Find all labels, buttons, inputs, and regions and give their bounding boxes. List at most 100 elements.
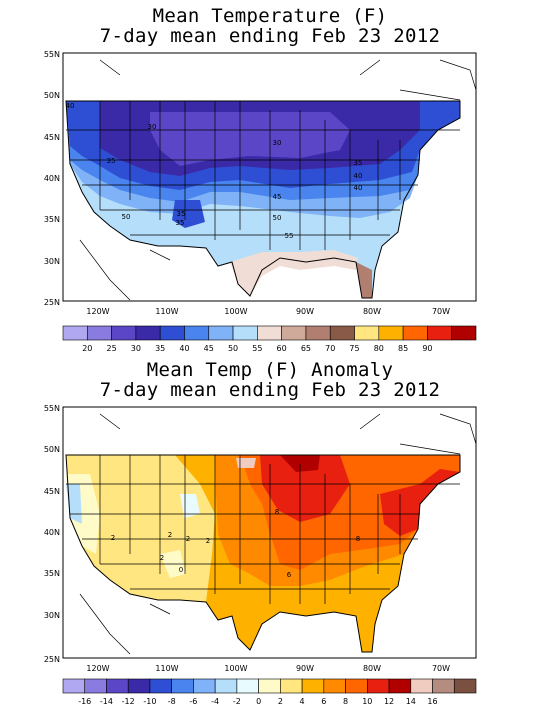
contour-label: 35 <box>177 210 186 218</box>
lat-label: 50N <box>44 91 60 100</box>
colorbar-swatch <box>62 678 86 694</box>
colorbar-swatch <box>432 678 455 694</box>
colorbar-swatch <box>184 325 210 341</box>
colorbar-tick-label: 6 <box>321 697 326 706</box>
lat-label: 55N <box>44 404 60 413</box>
lon-label: 80W <box>363 307 381 316</box>
coastline-lines <box>79 59 477 301</box>
lat-label: 30N <box>44 257 60 266</box>
contour-label: 35 <box>107 157 116 165</box>
colorbar-tick-label: 55 <box>252 344 262 353</box>
contour-label: 2 <box>186 535 190 543</box>
map-title-line1: Mean Temp (F) Anomaly <box>146 359 394 381</box>
contour-label: 55 <box>285 232 294 240</box>
colorbar-tick-label: -2 <box>233 697 241 706</box>
contour-label: 35 <box>176 219 185 227</box>
colorbar-swatch <box>236 678 259 694</box>
colorbar-swatch <box>135 325 161 341</box>
contour-label: 40 <box>354 184 363 192</box>
colorbar-swatch <box>127 678 151 694</box>
contour-labels: 2 2 2 2 0 8 8 6 2 <box>111 508 360 579</box>
colorbar-tick-label: 16 <box>427 697 437 706</box>
colorbar-swatch <box>323 678 346 694</box>
colorbar-tick-label: -16 <box>78 697 91 706</box>
lon-label: 110W <box>155 307 178 316</box>
colorbar-tick-label: 70 <box>325 344 335 353</box>
map-title-line2: 7-day mean ending Feb 23 2012 <box>99 379 441 401</box>
lon-label: 100W <box>224 307 247 316</box>
colorbar-swatch <box>159 325 185 341</box>
lat-label: 45N <box>44 133 60 142</box>
map-title-line1: Mean Temperature (F) <box>152 5 388 27</box>
colorbar-swatch <box>232 325 258 341</box>
contour-label: 2 <box>160 554 164 562</box>
colorbar-tick-label: 14 <box>406 697 416 706</box>
lon-labels: 120W 110W 100W 90W 80W 70W <box>86 664 450 673</box>
lon-label: 80W <box>363 664 381 673</box>
lat-label: 40N <box>44 528 60 537</box>
colorbar-swatch <box>305 325 331 341</box>
colorbar-tick-label: 50 <box>228 344 238 353</box>
colorbar-tick-label: 85 <box>398 344 408 353</box>
colorbar-swatch <box>451 325 477 341</box>
colorbar-tick-label: 0 <box>256 697 261 706</box>
contour-label: 2 <box>206 537 210 545</box>
lon-label: 70W <box>432 664 450 673</box>
contour-label: 8 <box>275 508 279 516</box>
contour-label: 40 <box>66 102 75 110</box>
lon-label: 120W <box>86 664 109 673</box>
colorbar-tick-label: 20 <box>82 344 92 353</box>
colorbar-swatch <box>388 678 412 694</box>
colorbar-swatch <box>258 678 281 694</box>
contour-label: 8 <box>356 535 360 543</box>
colorbar-tick-label: 40 <box>179 344 189 353</box>
lon-label: 90W <box>296 664 314 673</box>
colorbar-tick-label: 2 <box>278 697 283 706</box>
colorbar-tick-label: -10 <box>143 697 156 706</box>
colorbar-tick-label: 4 <box>300 697 305 706</box>
colorbar-swatch <box>329 325 355 341</box>
map-title-line2: 7-day mean ending Feb 23 2012 <box>99 25 441 47</box>
lat-label: 45N <box>44 487 60 496</box>
temperature-anomaly-map: 55N 50N 45N 40N 35N 30N 25N 120W 110W 10… <box>44 404 477 706</box>
colorbar-tick-label: 60 <box>277 344 287 353</box>
colorbar-swatch <box>84 678 107 694</box>
lat-label: 50N <box>44 445 60 454</box>
us-outline <box>65 100 461 299</box>
colorbar-tick-label: -14 <box>100 697 113 706</box>
colorbar-swatch <box>214 678 238 694</box>
colorbar-tick-label: 90 <box>422 344 432 353</box>
colorbar-swatch <box>402 325 428 341</box>
contour-label: 30 <box>148 123 157 131</box>
lat-label: 35N <box>44 215 60 224</box>
colorbar-swatch <box>427 325 453 341</box>
us-outline <box>65 454 461 653</box>
lat-label: 25N <box>44 298 60 307</box>
lat-labels: 55N 50N 45N 40N 35N 30N 25N <box>44 50 60 307</box>
colorbar-swatch <box>149 678 172 694</box>
colorbar-tick-label: -12 <box>122 697 135 706</box>
colorbar-tick-label: 65 <box>301 344 311 353</box>
colorbar-tick-label: 35 <box>155 344 165 353</box>
colorbar-tick-label: 80 <box>374 344 384 353</box>
colorbar-swatch <box>171 678 194 694</box>
contour-label: 2 <box>111 534 115 542</box>
colorbar-swatch <box>280 678 303 694</box>
colorbar-tick-label: 12 <box>384 697 394 706</box>
colorbar-tick-label: 10 <box>362 697 372 706</box>
colorbar-swatch <box>354 325 380 341</box>
colorbar-swatch <box>208 325 234 341</box>
contour-label: 40 <box>354 172 363 180</box>
colorbar-swatch <box>193 678 216 694</box>
colorbar-tick-label: 8 <box>343 697 348 706</box>
colorbar-tick-label: -8 <box>168 697 176 706</box>
colorbar-swatch <box>257 325 282 341</box>
colorbar-tick-label: -6 <box>189 697 197 706</box>
colorbar-swatch <box>106 678 129 694</box>
lat-label: 40N <box>44 174 60 183</box>
contour-label: 35 <box>354 159 363 167</box>
lat-label: 55N <box>44 50 60 59</box>
lat-label: 30N <box>44 611 60 620</box>
state-borders <box>66 101 460 250</box>
colorbar-swatch <box>367 678 390 694</box>
